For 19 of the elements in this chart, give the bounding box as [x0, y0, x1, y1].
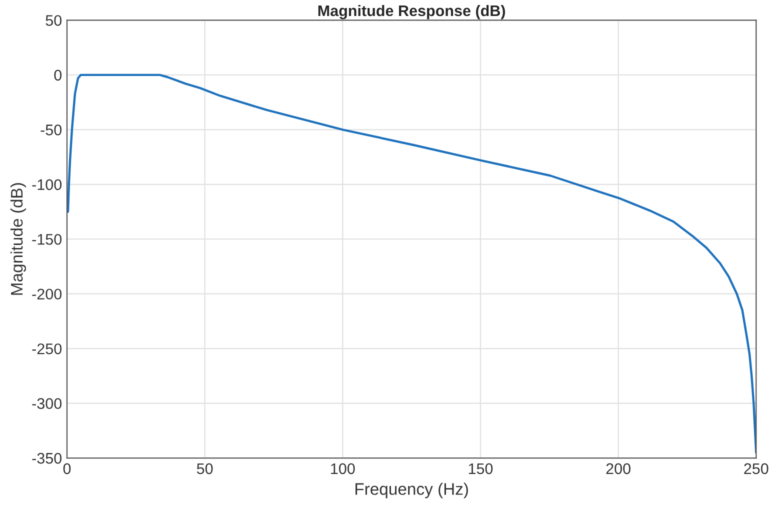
- y-tick-label: -50: [40, 124, 62, 136]
- chart-title: Magnitude Response (dB): [318, 4, 506, 20]
- y-axis-title: Magnitude (dB): [10, 183, 26, 295]
- y-tick-label: 0: [54, 70, 62, 81]
- y-tick-label: -250: [32, 343, 62, 354]
- y-tick-label: -350: [32, 452, 62, 464]
- x-tick-label: 200: [606, 463, 630, 474]
- x-tick-label: 0: [63, 463, 71, 474]
- x-tick-label: 50: [196, 463, 213, 474]
- x-tick-label: 150: [468, 463, 493, 474]
- line-series: [66, 74, 756, 454]
- x-axis-title: Frequency (Hz): [356, 482, 468, 498]
- y-tick-label: -150: [32, 234, 62, 245]
- y-tick-label: -100: [32, 179, 62, 190]
- y-tick-label: -200: [32, 288, 62, 300]
- y-tick-label: -300: [32, 398, 62, 409]
- y-tick-label: 50: [46, 15, 62, 26]
- x-tick-label: 250: [744, 463, 768, 474]
- x-tick-label: 100: [331, 463, 355, 474]
